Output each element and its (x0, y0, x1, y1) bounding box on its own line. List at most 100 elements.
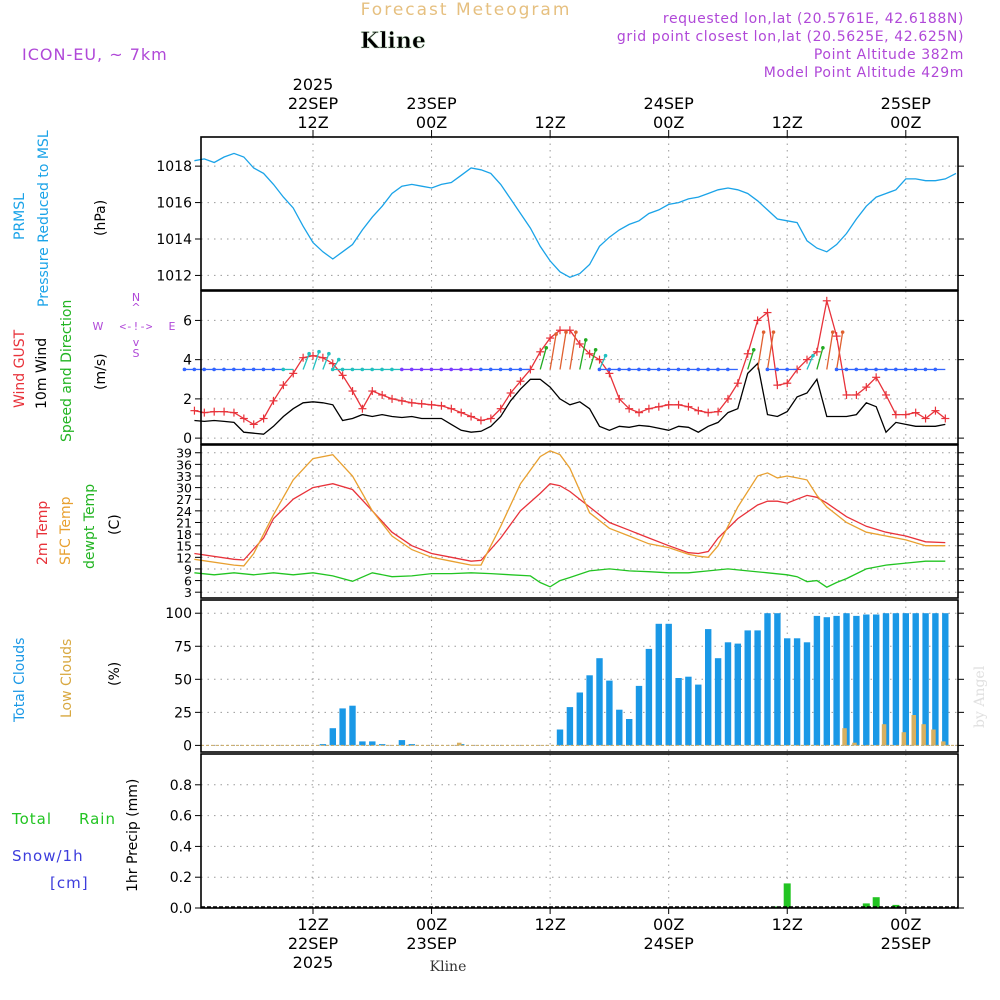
wind-arrow-head (574, 330, 578, 334)
total-cloud-bar (556, 729, 564, 746)
total-cloud-bar (714, 658, 722, 746)
wind-arrow (598, 355, 607, 370)
low-cloud-bar (911, 715, 916, 746)
total-cloud-bar (784, 638, 791, 746)
series-dewpt-temp (194, 560, 946, 588)
wind-arrow-head (429, 367, 434, 372)
temp-2m-label: 2m Temp (35, 501, 51, 565)
pressure-unit: (hPa) (93, 200, 109, 236)
wind-arrow (312, 351, 320, 370)
frame-layer (200, 136, 959, 909)
total-cloud-bar (645, 648, 653, 746)
wind-arrow-head (607, 367, 612, 372)
total-cloud-bar (695, 684, 702, 746)
series-wind-gust (194, 300, 946, 426)
total-cloud-bar (734, 643, 741, 746)
total-cloud-bar (369, 741, 376, 746)
precip-labels: Total Rain Snow/1h [cm] 1hr Precip (mm) (11, 779, 141, 892)
total-cloud-bar (823, 617, 830, 746)
y-tick-label: 4 (183, 353, 192, 369)
wind-arrow-head (340, 367, 345, 372)
model-label: ICON-EU, ~ 7km (22, 45, 168, 64)
wind-arrow-head (409, 367, 414, 372)
wind-arrow-head (903, 367, 908, 372)
wind-arrow-head (726, 367, 730, 372)
total-cloud-bar (349, 705, 356, 746)
total-cloud-bar (833, 615, 840, 746)
y-tick-label: 6 (183, 313, 192, 329)
wind-arrow-head (593, 347, 598, 352)
wind-arrow-head (307, 351, 311, 356)
low-cloud-bar (457, 742, 462, 746)
total-cloud-bar (339, 708, 346, 746)
y-tick-label: 24 (176, 504, 192, 519)
total-cloud-bar (685, 676, 692, 746)
wind-arrow-head (597, 367, 602, 372)
low-cloud-bar (901, 732, 907, 746)
wind-arrow-head (271, 367, 276, 372)
snow-unit: [cm] (50, 874, 89, 892)
time-label-top: 2025 (293, 75, 334, 94)
wind-arrow-head (360, 367, 365, 372)
wind-arrow (589, 349, 597, 370)
y-tick-label: 0.6 (170, 809, 192, 825)
data-layer (182, 152, 958, 908)
time-label-top: 12Z (297, 113, 328, 132)
compass-east: E (169, 320, 176, 333)
wind-arrow-head (508, 367, 513, 372)
y-tick-label: 100 (165, 606, 192, 622)
total-cloud-bar (616, 709, 623, 746)
total-cloud-bar (843, 613, 850, 746)
time-label-top: 00Z (890, 113, 921, 132)
low-cloud-bar (921, 724, 926, 746)
wind-arrow-head (913, 367, 918, 372)
wind-arrow-head (439, 367, 444, 372)
y-tick-label: 0 (183, 431, 192, 447)
wind-arrow-head (840, 330, 845, 334)
wind-arrow-head (627, 367, 631, 372)
y-tick-label: 1014 (156, 232, 192, 248)
total-cloud-bar (359, 741, 366, 746)
wind-arrow-head (350, 367, 355, 372)
rain-bar (783, 883, 791, 908)
y-tick-label: 0 (183, 738, 192, 754)
y-tick-label: 75 (174, 639, 192, 655)
y-tick-label: 2 (183, 392, 192, 408)
time-label-top: 00Z (653, 113, 684, 132)
wind-arrow-head (251, 367, 256, 372)
panel-frame-clouds (200, 599, 959, 753)
total-cloud-bar (724, 642, 732, 746)
low-cloud-bar (852, 742, 857, 746)
compass-lower: v (133, 336, 140, 349)
footer-station: Kline (430, 959, 467, 975)
total-cloud-bar (408, 744, 415, 746)
series-prmsl (194, 152, 957, 279)
wind-arrow-head (834, 367, 839, 372)
total-cloud-bar (853, 615, 860, 746)
y-tick-label: 18 (176, 527, 192, 542)
time-label-top: 23SEP (406, 94, 457, 113)
snow-label: Snow/1h (12, 847, 84, 865)
total-cloud-bar (873, 614, 880, 746)
total-cloud-bar (379, 744, 386, 746)
low-cloud-bar (842, 728, 847, 746)
wind-arrow-head (603, 353, 608, 358)
rain-bar (892, 904, 900, 908)
wind-arrow-head (281, 367, 286, 372)
wind-arrow-head (222, 367, 226, 372)
total-cloud-bar (912, 613, 919, 746)
wind-arrow-head (686, 367, 691, 372)
time-label-top: 00Z (416, 113, 447, 132)
total-cloud-bar (606, 680, 613, 746)
wind-arrow-head (844, 367, 849, 372)
wind-10m-label: 10m Wind (34, 338, 50, 409)
y-tick-label: 12 (176, 550, 192, 565)
wind-arrow (806, 355, 814, 370)
total-cloud-bar (774, 613, 781, 746)
total-cloud-bar (902, 613, 909, 746)
wind-arrow-head (785, 367, 789, 372)
wind-arrow-head (617, 367, 621, 372)
wind-arrow-head (554, 332, 558, 336)
wind-arrow-head (696, 367, 700, 372)
